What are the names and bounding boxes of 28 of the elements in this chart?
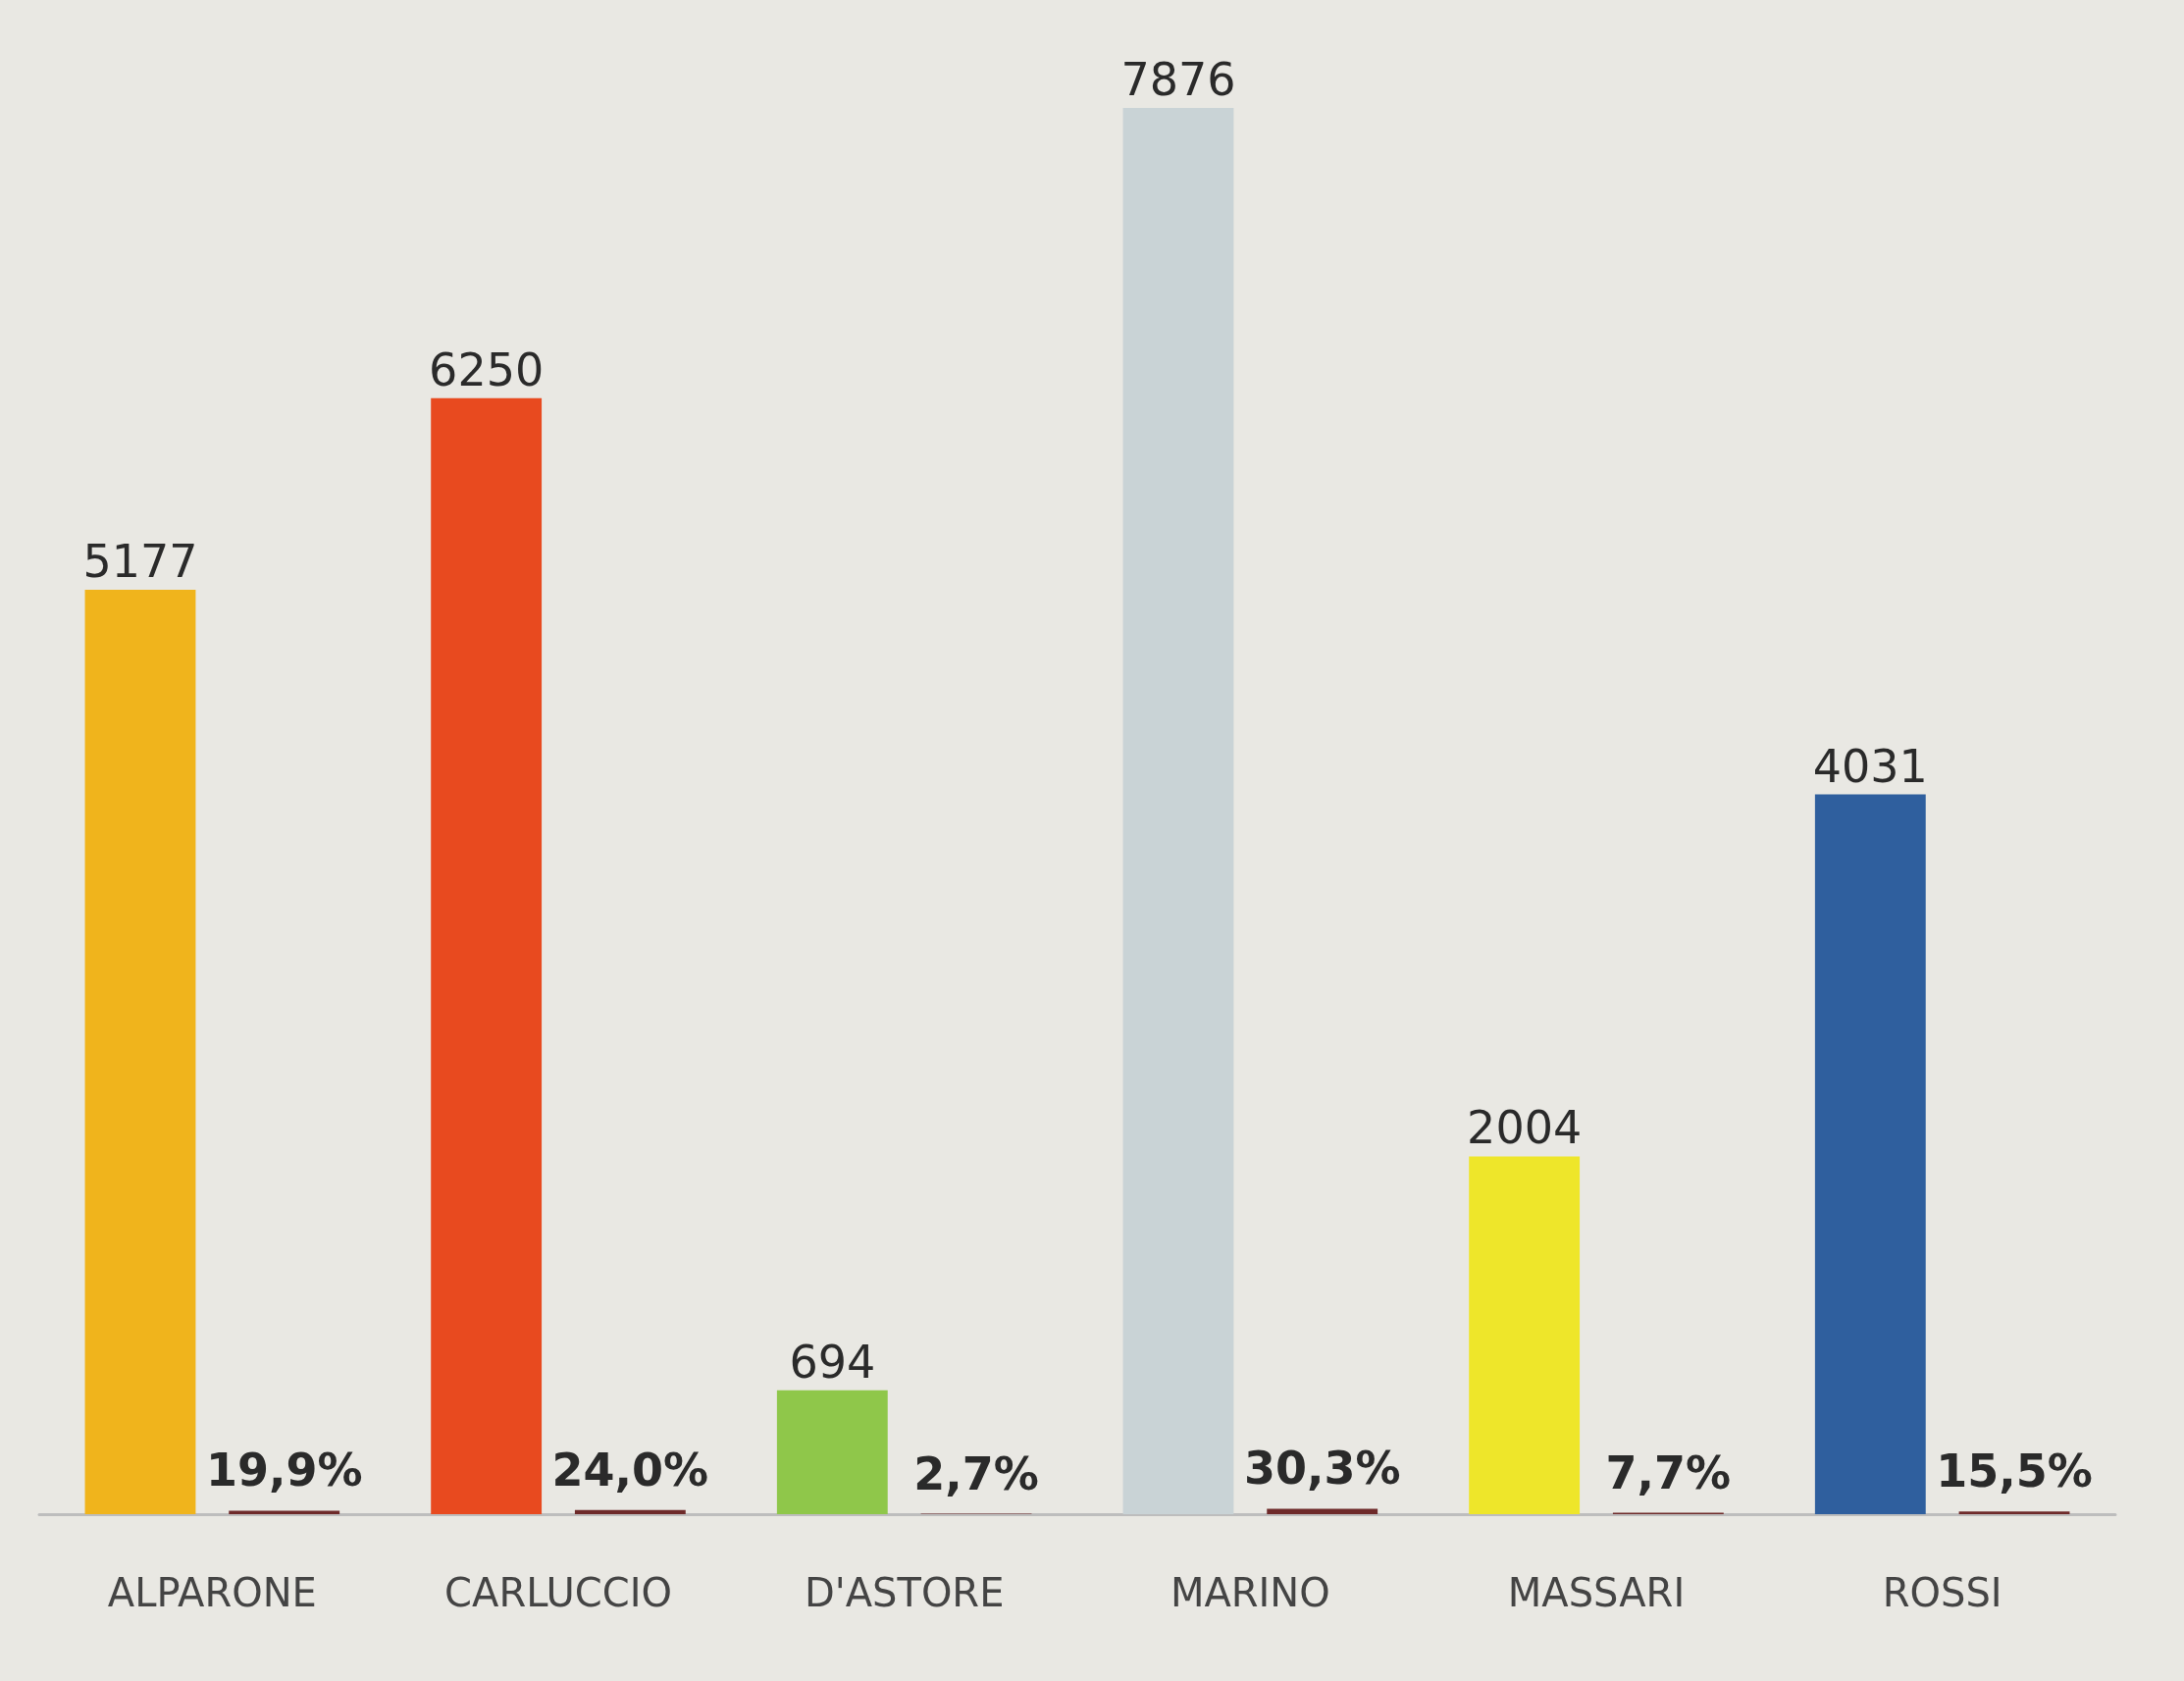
data-label: 15,5%	[1936, 1445, 2093, 1498]
bar	[776, 1390, 888, 1514]
data-label: 7876	[1120, 53, 1236, 106]
x-tick-label: MARINO	[1170, 1570, 1330, 1615]
data-label: 7,7%	[1605, 1445, 1732, 1499]
data-label: 30,3%	[1243, 1442, 1401, 1496]
bar	[1267, 1508, 1378, 1514]
bar	[1814, 794, 1926, 1514]
bar	[1469, 1156, 1581, 1514]
data-label: 4031	[1812, 739, 1928, 793]
bar	[229, 1510, 340, 1514]
x-tick-label: CARLUCCIO	[444, 1570, 672, 1615]
bar	[431, 397, 543, 1514]
bar	[84, 590, 196, 1514]
x-tick-label: D'ASTORE	[804, 1570, 1005, 1615]
x-tick-label: ALPARONE	[107, 1570, 317, 1615]
bar	[1958, 1511, 2070, 1514]
bar	[1122, 108, 1234, 1514]
data-label: 6250	[429, 342, 545, 396]
data-label: 694	[789, 1335, 876, 1389]
data-label: 24,0%	[551, 1443, 709, 1497]
x-tick-label: MASSARI	[1507, 1570, 1686, 1615]
data-label: 2,7%	[913, 1446, 1039, 1500]
data-label: 5177	[82, 535, 198, 589]
x-tick-label: ROSSI	[1882, 1570, 2002, 1615]
data-label: 19,9%	[205, 1444, 363, 1497]
data-label: 2004	[1467, 1101, 1583, 1155]
bar	[574, 1509, 686, 1514]
